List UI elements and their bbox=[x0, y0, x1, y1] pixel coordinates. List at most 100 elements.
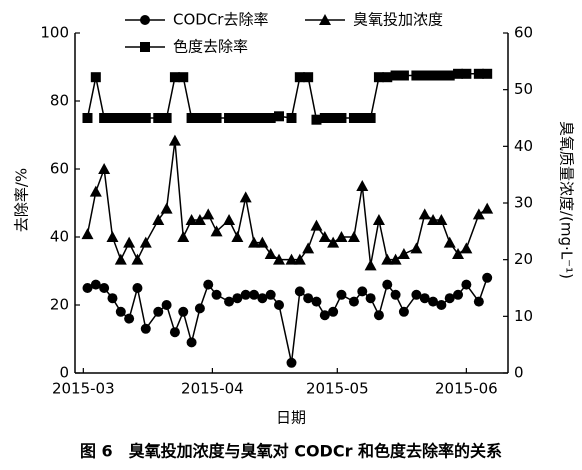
y2-tick-label: 30 bbox=[514, 194, 533, 212]
point bbox=[274, 300, 285, 310]
point bbox=[224, 113, 235, 123]
point bbox=[373, 72, 384, 83]
point bbox=[482, 272, 493, 283]
point bbox=[357, 113, 368, 123]
legend-marker bbox=[140, 42, 150, 52]
point bbox=[274, 111, 285, 122]
point bbox=[240, 113, 251, 123]
series-line bbox=[86, 140, 488, 266]
point bbox=[114, 253, 127, 265]
point bbox=[435, 214, 448, 225]
point bbox=[418, 208, 431, 220]
y2-tick-label: 40 bbox=[514, 137, 533, 155]
point bbox=[232, 113, 243, 123]
point bbox=[473, 68, 484, 79]
point bbox=[303, 72, 314, 83]
point bbox=[210, 225, 223, 237]
point bbox=[194, 303, 205, 314]
point bbox=[232, 293, 243, 304]
point bbox=[364, 259, 377, 271]
point bbox=[132, 283, 143, 293]
point bbox=[318, 231, 331, 242]
point bbox=[186, 113, 197, 123]
point bbox=[106, 231, 119, 242]
point bbox=[419, 70, 430, 81]
point bbox=[398, 306, 409, 317]
point bbox=[168, 134, 181, 146]
point bbox=[132, 113, 143, 123]
point bbox=[123, 236, 136, 248]
point bbox=[294, 286, 305, 297]
point bbox=[382, 279, 393, 290]
point bbox=[472, 208, 485, 220]
point bbox=[397, 248, 410, 259]
point bbox=[203, 279, 214, 290]
y2-tick-label: 20 bbox=[514, 250, 533, 268]
point bbox=[131, 253, 144, 265]
point bbox=[336, 289, 347, 300]
point bbox=[178, 306, 189, 317]
y-tick-label: 80 bbox=[50, 92, 69, 110]
point bbox=[223, 214, 236, 225]
point bbox=[82, 283, 93, 293]
point bbox=[390, 289, 401, 300]
caption: 图 6 臭氧投加浓度与臭氧对 CODCr 和色度去除率的关系 bbox=[80, 442, 502, 461]
point bbox=[139, 236, 152, 248]
point bbox=[373, 310, 384, 321]
point bbox=[436, 300, 447, 310]
point bbox=[411, 70, 422, 81]
point bbox=[365, 293, 376, 304]
point bbox=[473, 296, 484, 307]
x-tick-label: 2015-05 bbox=[306, 380, 369, 398]
point bbox=[390, 70, 401, 81]
legend-marker bbox=[319, 14, 331, 25]
point bbox=[239, 191, 252, 203]
y-tick-label: 0 bbox=[59, 364, 69, 382]
point bbox=[419, 293, 430, 304]
point bbox=[411, 289, 422, 300]
point bbox=[107, 113, 118, 123]
point bbox=[398, 70, 409, 81]
point bbox=[311, 296, 322, 307]
point bbox=[240, 289, 251, 300]
series-line bbox=[87, 277, 488, 363]
point bbox=[153, 113, 164, 123]
legend-label: CODCr去除率 bbox=[173, 11, 268, 29]
point bbox=[186, 337, 197, 348]
point bbox=[124, 113, 135, 123]
point bbox=[327, 236, 340, 248]
point bbox=[311, 114, 322, 125]
point bbox=[257, 293, 268, 304]
point bbox=[452, 248, 465, 259]
point bbox=[202, 208, 215, 220]
point bbox=[444, 293, 455, 304]
point bbox=[231, 231, 244, 242]
point bbox=[319, 113, 330, 123]
point bbox=[302, 242, 315, 254]
point bbox=[310, 219, 323, 231]
x-axis-label: 日期 bbox=[276, 409, 306, 427]
y-tick-label: 100 bbox=[40, 24, 69, 42]
point bbox=[389, 253, 402, 265]
point bbox=[211, 113, 222, 123]
point bbox=[381, 253, 394, 265]
point bbox=[410, 242, 423, 254]
legend-label: 色度去除率 bbox=[173, 38, 248, 56]
point bbox=[347, 231, 360, 242]
y-tick-label: 60 bbox=[50, 160, 69, 178]
point bbox=[257, 113, 268, 123]
point bbox=[356, 180, 369, 191]
point bbox=[140, 323, 151, 334]
point bbox=[99, 283, 110, 293]
point bbox=[178, 72, 189, 83]
point bbox=[89, 185, 102, 197]
point bbox=[249, 289, 260, 300]
point bbox=[107, 293, 118, 304]
point bbox=[265, 113, 276, 123]
point bbox=[99, 113, 110, 123]
point bbox=[303, 293, 314, 304]
point bbox=[461, 279, 472, 290]
point bbox=[153, 306, 164, 317]
point bbox=[177, 231, 190, 242]
